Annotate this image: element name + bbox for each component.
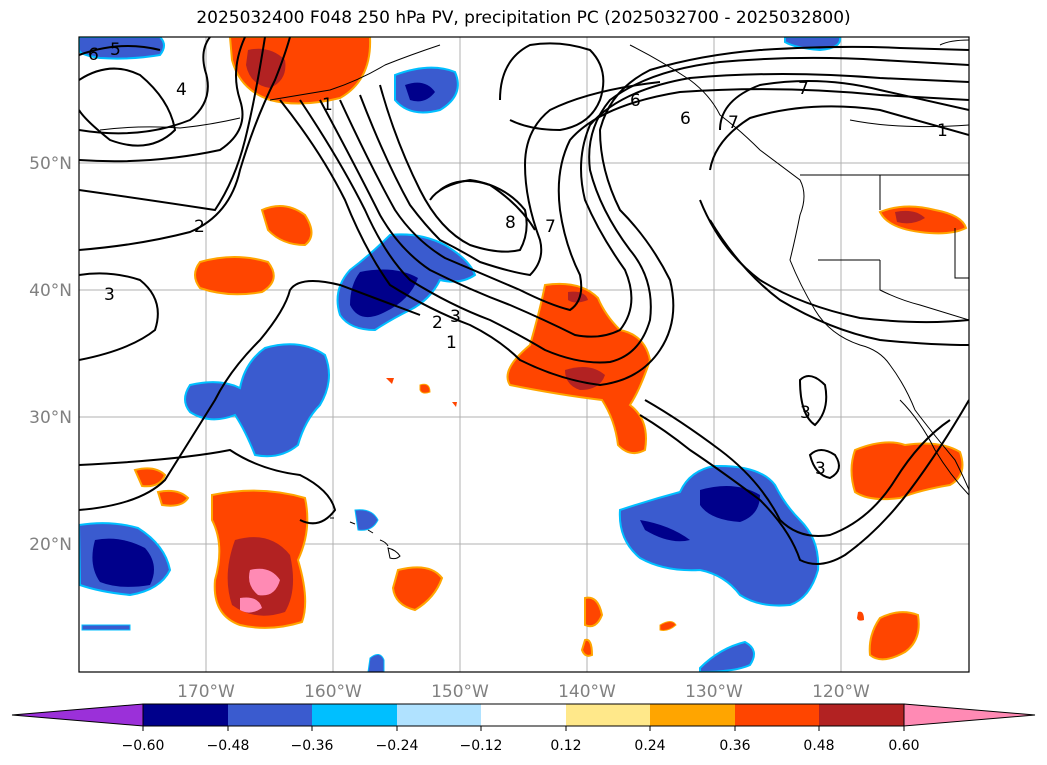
pv-contour-labels: 6 5 4 2 3 1 6 7 8 7 2 3 1 6 7 1 3 3 [88,40,948,479]
contour-label: 7 [798,79,809,99]
contour-label: 3 [800,403,811,423]
colorbar-tick-label: −0.12 [460,738,503,754]
contour-label: 3 [815,459,826,479]
colorbar-tick-label: 0.12 [550,738,581,754]
contour-label: 7 [728,113,739,133]
colorbar-tick-label: 0.60 [888,738,919,754]
coastlines [99,39,969,496]
contour-label: 1 [322,95,333,115]
lon-label-130w: 130°W [685,682,743,702]
pv-contours [79,37,969,565]
lat-label-30n: 30°N [29,408,72,428]
hawaii-islands [330,517,401,560]
colorbar-tick-label: −0.24 [376,738,419,754]
lon-label-120w: 120°W [812,682,870,702]
contour-label: 1 [937,121,948,141]
contour-label: 6 [630,91,641,111]
colorbar-segment [143,704,228,726]
contour-label: 3 [450,307,461,327]
colorbar-tick-label: −0.48 [207,738,250,754]
latitude-labels: 50°N 40°N 30°N 20°N [29,154,72,555]
colorbar-tick-label: 0.48 [803,738,834,754]
contour-label: 4 [176,80,187,100]
chart-title: 2025032400 F048 250 hPa PV, precipitatio… [196,8,851,28]
contour-label: 1 [446,333,457,353]
colorbar-segment [397,704,481,726]
lon-label-160w: 160°W [304,682,362,702]
colorbar-extend-min [11,703,144,727]
lat-label-50n: 50°N [29,154,72,174]
colorbar-tick-label: 0.36 [719,738,750,754]
map-frame [78,36,970,673]
lat-label-40n: 40°N [29,281,72,301]
colorbar-tick-label: −0.36 [291,738,334,754]
precip-positive-shading [133,37,968,661]
contour-label: 6 [88,45,99,65]
colorbar-segment [312,704,397,726]
contour-label: 2 [194,217,205,237]
colorbar-segment [228,704,312,726]
lat-label-20n: 20°N [29,535,72,555]
colorbar: −0.60 −0.48 −0.36 −0.24 −0.12 0.12 0.24 … [11,703,1036,754]
lon-label-170w: 170°W [177,682,235,702]
colorbar-extend-max [903,703,1036,727]
contour-label: 7 [545,217,556,237]
colorbar-segment [650,704,735,726]
contour-label: 5 [110,40,121,60]
contour-label: 3 [104,285,115,305]
colorbar-tick-label: 0.24 [634,738,665,754]
longitude-labels: 170°W 160°W 150°W 140°W 130°W 120°W [177,682,870,702]
contour-label: 2 [432,313,443,333]
lon-label-140w: 140°W [558,682,616,702]
colorbar-segment [566,704,650,726]
colorbar-segment [819,704,904,726]
lon-label-150w: 150°W [431,682,489,702]
contour-label: 8 [505,213,516,233]
contour-label: 6 [680,109,691,129]
colorbar-segment [481,704,566,726]
colorbar-tick-label: −0.60 [122,738,165,754]
colorbar-segment [735,704,819,726]
